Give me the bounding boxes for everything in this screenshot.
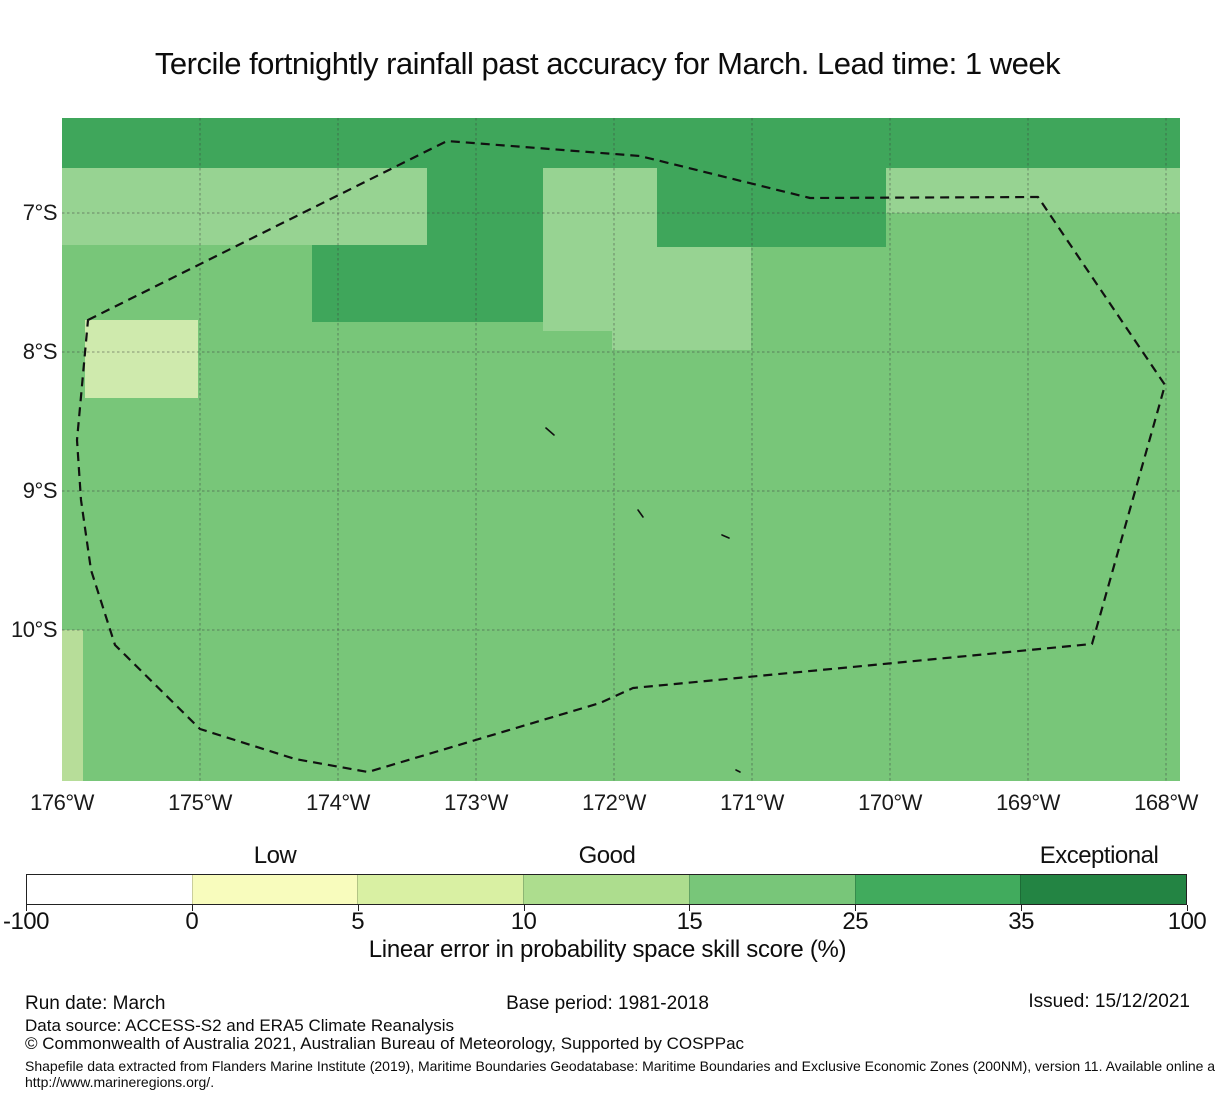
colorbar-tick-label: 15 bbox=[676, 908, 703, 935]
colorbar-tick-mark bbox=[523, 905, 525, 911]
lat-tick-label: 8°S bbox=[22, 339, 58, 364]
lat-tick-label: 9°S bbox=[22, 478, 58, 503]
map-cell-northeast-light-row bbox=[886, 168, 1180, 213]
colorbar-tick-label: 100 bbox=[1167, 908, 1207, 935]
map-svg bbox=[62, 118, 1180, 781]
map-cell-dark-column-174w bbox=[427, 168, 543, 322]
colorbar-tick-mark bbox=[191, 905, 193, 911]
colorbar-segment-3 bbox=[357, 875, 524, 904]
map-area bbox=[62, 118, 1180, 781]
colorbar-tick-mark bbox=[357, 905, 359, 911]
eez-boundary-dashed-line bbox=[75, 139, 1167, 774]
island-mark bbox=[721, 534, 730, 539]
lat-tick-label: 7°S bbox=[22, 200, 58, 225]
issued-date-text: Issued: 15/12/2021 bbox=[1028, 991, 1190, 1012]
colorbar-segment-6 bbox=[854, 875, 1021, 904]
colorbar-segment-7 bbox=[1020, 875, 1187, 904]
island-mark bbox=[545, 427, 555, 436]
colorbar-label-low: Low bbox=[253, 842, 297, 869]
map-cell-dark-block-174w bbox=[312, 245, 427, 322]
colorbar-tick-label: 35 bbox=[1008, 908, 1034, 935]
colorbar-tick-mark bbox=[689, 905, 691, 911]
lon-tick-label: 173°W bbox=[444, 790, 508, 815]
shapefile-attribution-text: Shapefile data extracted from Flanders M… bbox=[25, 1058, 1215, 1074]
lon-tick-label: 171°W bbox=[720, 790, 784, 815]
island-mark bbox=[735, 769, 741, 773]
page-title: Tercile fortnightly rainfall past accura… bbox=[154, 46, 1061, 81]
map-cell-light-upper-172w bbox=[543, 168, 657, 247]
lon-tick-label: 170°W bbox=[858, 790, 922, 815]
run-date-text: Run date: March bbox=[25, 993, 166, 1014]
map-cell-pale-cell-175w bbox=[85, 320, 198, 398]
map-cell-light-tongue-172w bbox=[543, 247, 612, 331]
attribution-url-text: http://www.marineregions.org/. bbox=[25, 1074, 215, 1090]
lon-tick-label: 169°W bbox=[996, 790, 1060, 815]
colorbar-tick-label: 0 bbox=[185, 908, 199, 935]
base-period-text: Base period: 1981-2018 bbox=[506, 993, 709, 1014]
colorbar-tick-mark bbox=[855, 905, 857, 911]
lon-tick-label: 172°W bbox=[582, 790, 646, 815]
colorbar-tick-label: 5 bbox=[351, 908, 365, 935]
map-cell-north-band bbox=[62, 118, 1180, 168]
colorbar-tick-mark bbox=[1187, 905, 1188, 911]
colorbar-segment-4 bbox=[523, 875, 689, 904]
data-source-text: Data source: ACCESS-S2 and ERA5 Climate … bbox=[25, 1016, 454, 1035]
colorbar-tick-mark bbox=[26, 905, 27, 911]
lon-tick-label: 174°W bbox=[306, 790, 370, 815]
copyright-text: © Commonwealth of Australia 2021, Austra… bbox=[25, 1034, 745, 1053]
lon-tick-label: 176°W bbox=[30, 790, 94, 815]
island-mark bbox=[637, 509, 644, 518]
colorbar-segment-5 bbox=[688, 875, 855, 904]
colorbar-label-good: Good bbox=[578, 842, 636, 869]
lon-tick-label: 175°W bbox=[168, 790, 232, 815]
map-cell-dark-block-171-170w bbox=[657, 168, 886, 247]
colorbar-tick-label: 25 bbox=[842, 908, 869, 935]
colorbar-label-exceptional: Exceptional bbox=[1039, 842, 1159, 869]
colorbar-tick-mark bbox=[1021, 905, 1023, 911]
colorbar-tick-label: 10 bbox=[510, 908, 537, 935]
colorbar-segment-2 bbox=[191, 875, 358, 904]
map-cell-southwest-strip bbox=[62, 630, 83, 781]
colorbar-tick-label: -100 bbox=[2, 908, 50, 935]
colorbar bbox=[26, 874, 1187, 905]
map-cell-light-172-171w bbox=[612, 247, 751, 350]
colorbar-caption: Linear error in probability space skill … bbox=[368, 936, 847, 963]
lon-tick-label: 168°W bbox=[1134, 790, 1198, 815]
map-cell-northwest-light-row bbox=[62, 168, 427, 245]
colorbar-segment-1 bbox=[27, 875, 192, 904]
lat-tick-label: 10°S bbox=[11, 617, 57, 642]
